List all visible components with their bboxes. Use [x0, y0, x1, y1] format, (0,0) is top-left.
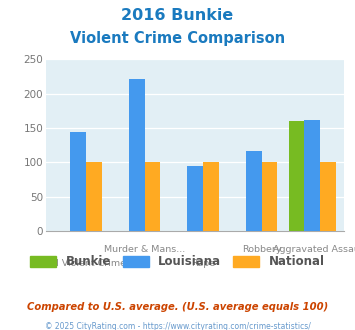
Bar — [262, 162, 277, 231]
Bar — [304, 120, 320, 231]
Bar — [203, 162, 219, 231]
Bar — [129, 79, 145, 231]
Text: Rape: Rape — [191, 259, 215, 268]
Text: All Violent Crime: All Violent Crime — [47, 259, 126, 268]
Legend: Bunkie, Louisiana, National: Bunkie, Louisiana, National — [26, 250, 329, 273]
Text: Compared to U.S. average. (U.S. average equals 100): Compared to U.S. average. (U.S. average … — [27, 302, 328, 312]
Bar — [289, 121, 304, 231]
Bar — [320, 162, 336, 231]
Text: Violent Crime Comparison: Violent Crime Comparison — [70, 31, 285, 46]
Bar — [246, 151, 262, 231]
Text: Robbery: Robbery — [242, 245, 282, 254]
Bar — [70, 132, 86, 231]
Bar — [145, 162, 160, 231]
Text: © 2025 CityRating.com - https://www.cityrating.com/crime-statistics/: © 2025 CityRating.com - https://www.city… — [45, 322, 310, 330]
Text: 2016 Bunkie: 2016 Bunkie — [121, 8, 234, 23]
Bar — [86, 162, 102, 231]
Bar — [187, 166, 203, 231]
Text: Murder & Mans...: Murder & Mans... — [104, 245, 185, 254]
Text: Aggravated Assault: Aggravated Assault — [273, 245, 355, 254]
